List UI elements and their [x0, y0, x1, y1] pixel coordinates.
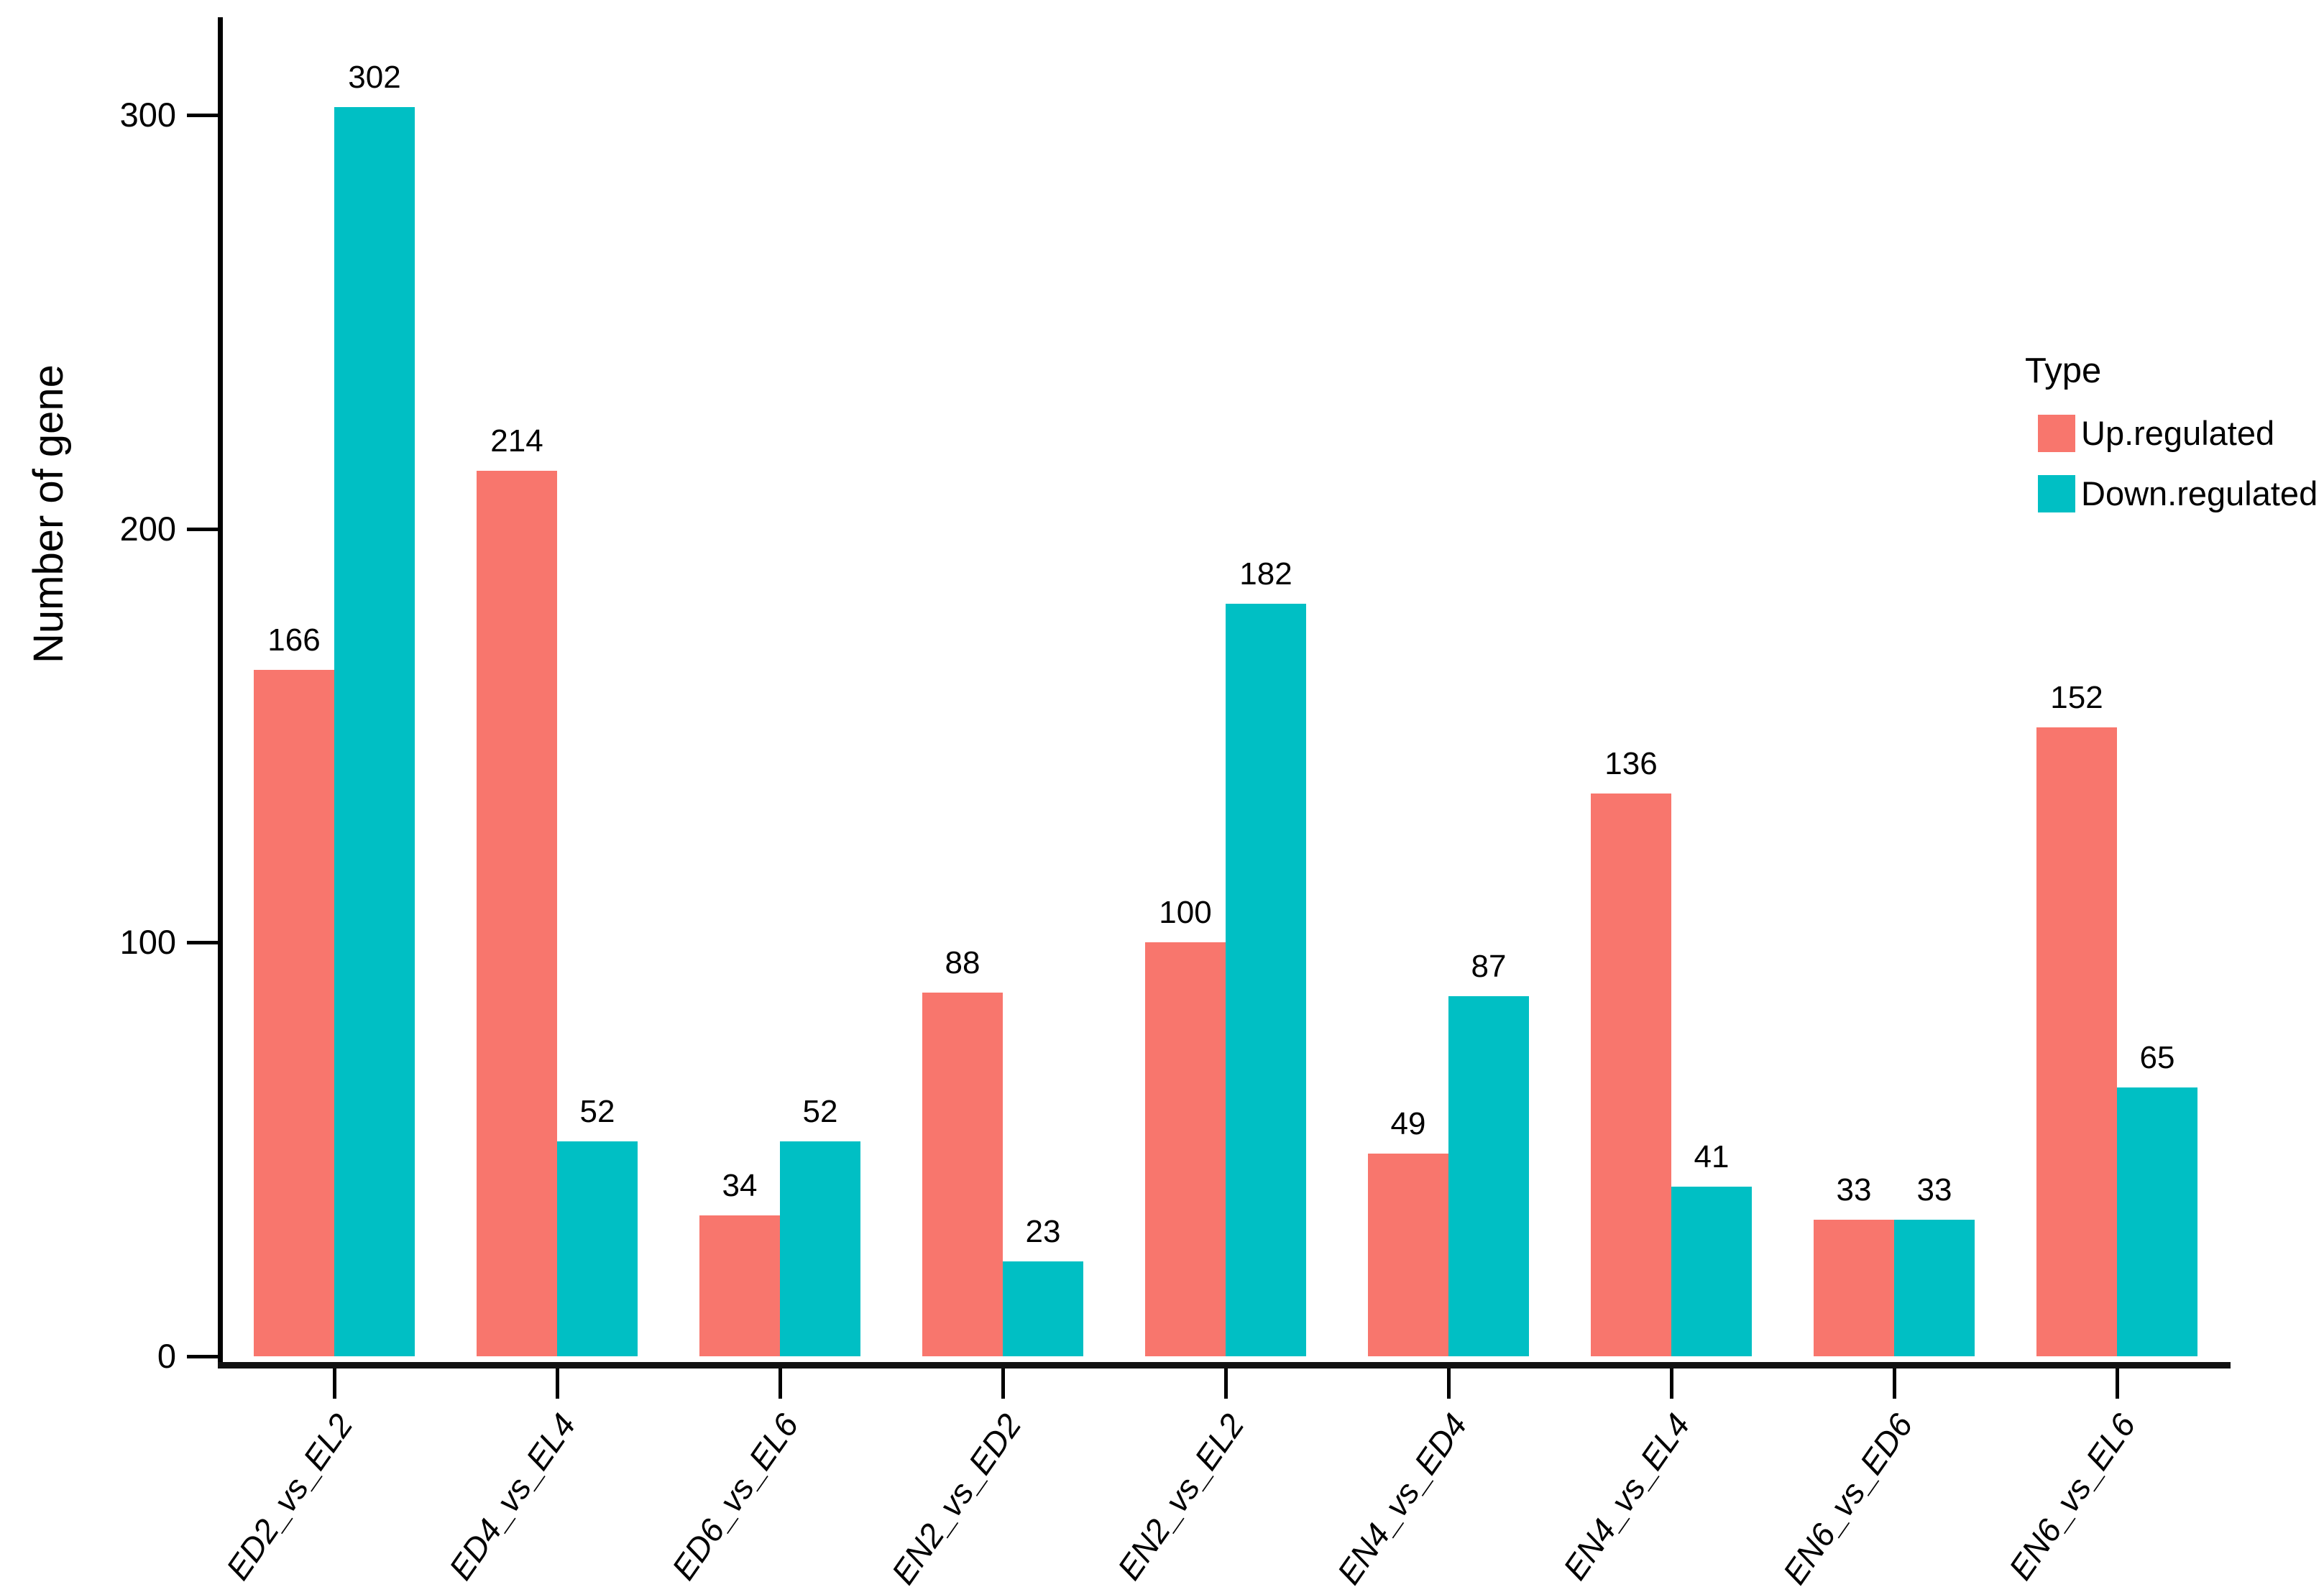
bar-group-EN4_vs_ED4: 49 87 [1337, 20, 1560, 1356]
bar-down-regulated-ED2_vs_EL2 [334, 106, 415, 1356]
bar-down-regulated-EN4_vs_EL4 [1671, 1187, 1752, 1356]
bar-column-up-ED4_vs_EL4: 214 [477, 20, 557, 1356]
x-axis-tick [1001, 1368, 1005, 1399]
bar-value-label: 33 [1916, 1172, 1952, 1208]
y-axis-tick-label: 200 [119, 509, 176, 548]
x-axis-tick [1893, 1368, 1896, 1399]
y-axis-tick [187, 114, 218, 118]
x-axis-line [218, 1362, 2231, 1368]
y-axis-tick [187, 1355, 218, 1358]
bar-value-label: 33 [1836, 1172, 1872, 1208]
bar-column-down-EN6_vs_ED6: 33 [1894, 20, 1975, 1356]
bar-value-label: 34 [722, 1168, 758, 1204]
bar-up-regulated-ED2_vs_EL2 [254, 669, 334, 1356]
x-axis-tick [333, 1368, 336, 1399]
bar-value-label: 52 [579, 1093, 615, 1129]
bar-group-ED6_vs_EL6: 34 52 [669, 20, 891, 1356]
bar-up-regulated-EN4_vs_ED4 [1368, 1154, 1448, 1356]
legend-swatch-down-regulated [2038, 475, 2075, 512]
bar-column-up-EN4_vs_EL4: 136 [1591, 20, 1671, 1356]
bar-column-up-EN2_vs_EL2: 100 [1145, 20, 1226, 1356]
bar-column-down-EN4_vs_EL4: 41 [1671, 20, 1752, 1356]
bar-group-EN2_vs_EL2: 100 182 [1114, 20, 1337, 1356]
bar-value-label: 302 [348, 59, 401, 95]
y-axis-tick-label: 100 [119, 923, 176, 962]
bar-value-label: 182 [1239, 556, 1292, 592]
bar-column-down-EN4_vs_ED4: 87 [1448, 20, 1529, 1356]
y-axis-tick-label: 300 [119, 96, 176, 134]
bar-value-label: 41 [1694, 1139, 1730, 1175]
legend: Type Up.regulated Down.regulated [2022, 351, 2318, 535]
bar-column-up-ED2_vs_EL2: 166 [254, 20, 334, 1356]
legend-item-up-regulated: Up.regulated [2038, 414, 2318, 453]
legend-item-down-regulated: Down.regulated [2038, 474, 2318, 513]
bar-value-label: 88 [945, 944, 980, 980]
legend-label-down-regulated: Down.regulated [2081, 474, 2318, 512]
bar-down-regulated-EN6_vs_ED6 [1894, 1220, 1975, 1356]
bar-up-regulated-EN6_vs_EL6 [2036, 727, 2117, 1356]
bar-up-regulated-ED4_vs_EL4 [477, 471, 557, 1356]
legend-swatch-up-regulated [2038, 415, 2075, 452]
bar-up-regulated-EN2_vs_EL2 [1145, 942, 1226, 1356]
bar-column-down-EN6_vs_EL6: 65 [2117, 20, 2197, 1356]
bar-down-regulated-EN6_vs_EL6 [2117, 1087, 2197, 1356]
bar-column-down-ED2_vs_EL2: 302 [334, 20, 415, 1356]
bar-column-up-EN6_vs_EL6: 152 [2036, 20, 2117, 1356]
y-axis-tick [187, 527, 218, 531]
bar-down-regulated-EN2_vs_ED2 [1003, 1261, 1083, 1356]
bar-group-ED2_vs_EL2: 166 302 [223, 20, 446, 1356]
bar-value-label: 152 [2050, 680, 2103, 716]
legend-label-up-regulated: Up.regulated [2081, 414, 2275, 452]
bar-group-EN6_vs_ED6: 33 33 [1783, 20, 2006, 1356]
x-axis-tick [1670, 1368, 1673, 1399]
bar-column-up-EN4_vs_ED4: 49 [1368, 20, 1448, 1356]
bar-group-EN2_vs_ED2: 88 23 [891, 20, 1114, 1356]
bar-value-label: 49 [1390, 1106, 1426, 1141]
bar-group-ED4_vs_EL4: 214 52 [446, 20, 669, 1356]
legend-title: Type [2025, 351, 2102, 390]
plot-area: 166 302 214 52 34 52 88 23 100 182 49 87 136 41 33 33 15… [223, 20, 2228, 1356]
bar-column-up-ED6_vs_EL6: 34 [699, 20, 780, 1356]
y-axis-line [218, 17, 223, 1368]
bar-value-label: 52 [802, 1093, 838, 1129]
bar-value-label: 23 [1025, 1213, 1061, 1249]
bar-down-regulated-EN4_vs_ED4 [1448, 996, 1529, 1356]
bar-value-label: 214 [490, 423, 543, 459]
bar-column-down-ED4_vs_EL4: 52 [557, 20, 638, 1356]
bar-up-regulated-ED6_vs_EL6 [699, 1215, 780, 1356]
bar-down-regulated-ED4_vs_EL4 [557, 1141, 638, 1356]
bar-group-EN6_vs_EL6: 152 65 [2006, 20, 2228, 1356]
x-axis-tick [556, 1368, 559, 1399]
bar-column-down-EN2_vs_EL2: 182 [1226, 20, 1306, 1356]
bar-column-down-EN2_vs_ED2: 23 [1003, 20, 1083, 1356]
bar-value-label: 65 [2139, 1039, 2175, 1075]
x-axis-tick [1447, 1368, 1451, 1399]
bar-up-regulated-EN4_vs_EL4 [1591, 794, 1671, 1356]
y-axis-tick [187, 941, 218, 945]
bar-down-regulated-EN2_vs_EL2 [1226, 603, 1306, 1356]
x-axis-tick [779, 1368, 782, 1399]
x-axis-tick [2116, 1368, 2119, 1399]
bar-group-EN4_vs_EL4: 136 41 [1560, 20, 1783, 1356]
bar-column-up-EN6_vs_ED6: 33 [1814, 20, 1894, 1356]
x-axis-label-ED2_vs_EL2: ED2_vs_EL2 [219, 1407, 360, 1587]
bar-column-up-EN2_vs_ED2: 88 [922, 20, 1003, 1356]
bar-value-label: 100 [1159, 895, 1212, 931]
y-axis-tick-label: 0 [157, 1337, 176, 1375]
bar-value-label: 87 [1471, 949, 1507, 985]
bar-up-regulated-EN6_vs_ED6 [1814, 1220, 1894, 1356]
bar-down-regulated-ED6_vs_EL6 [780, 1141, 860, 1356]
bar-up-regulated-EN2_vs_ED2 [922, 992, 1003, 1356]
bar-column-down-ED6_vs_EL6: 52 [780, 20, 860, 1356]
x-axis-tick [1224, 1368, 1228, 1399]
bar-value-label: 166 [267, 622, 321, 658]
bar-value-label: 136 [1604, 746, 1658, 782]
